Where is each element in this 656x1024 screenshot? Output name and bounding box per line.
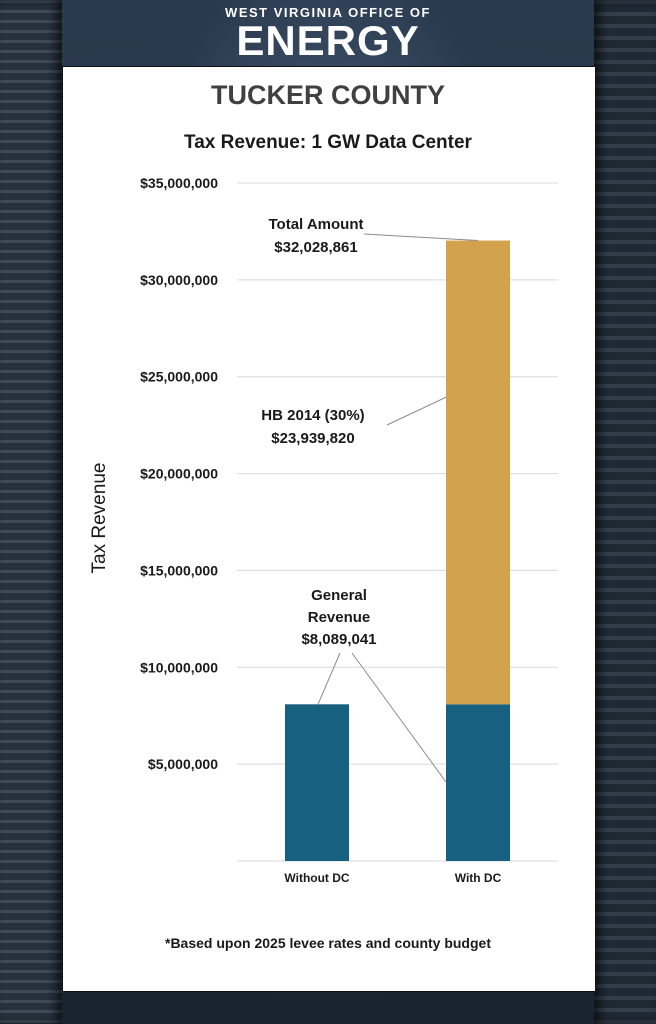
annotation-total: Total Amount	[269, 216, 364, 233]
y-tick-label: $10,000,000	[140, 659, 218, 675]
y-tick-label: $5,000,000	[148, 756, 218, 772]
county-title: TUCKER COUNTY	[211, 80, 445, 110]
bar-general-0	[285, 704, 349, 861]
annotation-total: $32,028,861	[274, 239, 357, 256]
leader-line	[363, 233, 479, 242]
annotation-hb2014: $23,939,820	[271, 430, 354, 447]
x-tick-label: Without DC	[284, 871, 350, 885]
logo-org-line: WEST VIRGINIA OFFICE OF	[225, 5, 431, 20]
annotation-general: $8,089,041	[301, 631, 376, 648]
leader-line	[351, 652, 447, 783]
x-tick-label: With DC	[455, 871, 502, 885]
annotation-hb2014: HB 2014 (30%)	[261, 407, 364, 424]
office-logo: WEST VIRGINIA OFFICE OF ENERGY	[0, 6, 656, 62]
y-tick-label: $35,000,000	[140, 175, 218, 191]
leader-line	[317, 652, 341, 705]
logo-org-name: ENERGY	[236, 17, 420, 64]
bar-hb2014-1	[446, 240, 510, 705]
annotation-general: Revenue	[308, 609, 371, 626]
server-rack-left	[0, 0, 62, 1024]
annotation-general: General	[311, 587, 367, 604]
leader-line	[386, 396, 447, 426]
y-tick-label: $20,000,000	[140, 466, 218, 482]
chart-title: Tax Revenue: 1 GW Data Center	[184, 132, 472, 153]
server-rack-right	[594, 0, 656, 1024]
bar-general-1	[446, 704, 510, 861]
y-tick-label: $15,000,000	[140, 562, 218, 578]
y-tick-label: $30,000,000	[140, 272, 218, 288]
y-tick-label: $25,000,000	[140, 369, 218, 385]
footnote: *Based upon 2025 levee rates and county …	[165, 935, 491, 951]
